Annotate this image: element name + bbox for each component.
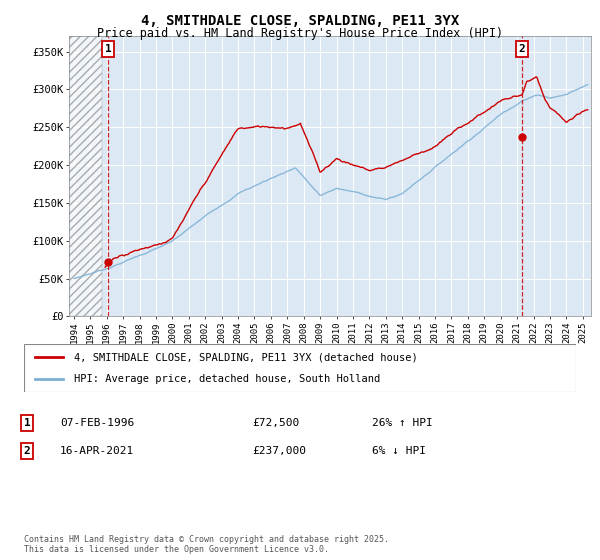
Text: HPI: Average price, detached house, South Holland: HPI: Average price, detached house, Sout…: [74, 374, 380, 384]
Text: 16-APR-2021: 16-APR-2021: [60, 446, 134, 456]
Text: 1: 1: [23, 418, 31, 428]
Text: 2: 2: [518, 44, 525, 54]
FancyBboxPatch shape: [24, 344, 576, 392]
Text: 4, SMITHDALE CLOSE, SPALDING, PE11 3YX: 4, SMITHDALE CLOSE, SPALDING, PE11 3YX: [141, 14, 459, 28]
Text: 07-FEB-1996: 07-FEB-1996: [60, 418, 134, 428]
Bar: [69, 36, 102, 316]
Text: £72,500: £72,500: [252, 418, 299, 428]
Text: 1: 1: [104, 44, 112, 54]
Text: 6% ↓ HPI: 6% ↓ HPI: [372, 446, 426, 456]
Text: £237,000: £237,000: [252, 446, 306, 456]
Text: 26% ↑ HPI: 26% ↑ HPI: [372, 418, 433, 428]
Text: 2: 2: [23, 446, 31, 456]
Text: 4, SMITHDALE CLOSE, SPALDING, PE11 3YX (detached house): 4, SMITHDALE CLOSE, SPALDING, PE11 3YX (…: [74, 352, 418, 362]
Text: Contains HM Land Registry data © Crown copyright and database right 2025.
This d: Contains HM Land Registry data © Crown c…: [24, 535, 389, 554]
Text: Price paid vs. HM Land Registry's House Price Index (HPI): Price paid vs. HM Land Registry's House …: [97, 27, 503, 40]
Bar: [69, 36, 102, 316]
